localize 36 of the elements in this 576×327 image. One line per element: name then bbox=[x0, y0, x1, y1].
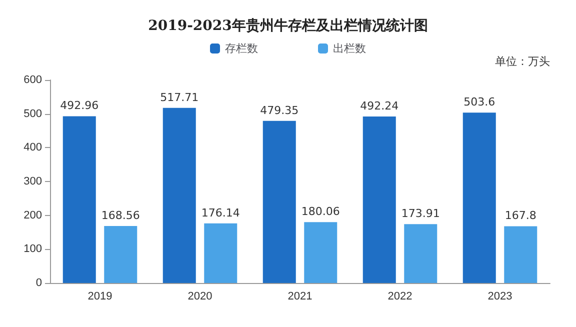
y-tick-label: 600 bbox=[24, 74, 42, 86]
bar bbox=[304, 222, 338, 283]
y-tick-label: 500 bbox=[24, 108, 42, 120]
data-label: 517.71 bbox=[160, 90, 199, 104]
legend-label: 存栏数 bbox=[225, 42, 258, 55]
bar bbox=[404, 224, 438, 283]
data-label: 492.24 bbox=[360, 99, 399, 112]
data-label: 173.91 bbox=[401, 207, 440, 220]
data-label: 167.8 bbox=[504, 209, 536, 222]
bar bbox=[462, 112, 496, 283]
y-tick-label: 200 bbox=[24, 209, 42, 222]
data-label: 180.06 bbox=[301, 205, 340, 218]
y-tick-label: 0 bbox=[36, 277, 42, 289]
data-label: 176.14 bbox=[201, 206, 240, 220]
y-tick-label: 300 bbox=[24, 176, 42, 188]
bar bbox=[62, 116, 96, 283]
bar bbox=[204, 223, 238, 283]
data-label: 168.56 bbox=[101, 208, 140, 222]
bar bbox=[362, 116, 396, 283]
text: 单位：万头 bbox=[495, 55, 550, 68]
chart-title: 2019-2023年贵州牛存栏及出栏情况统计图 bbox=[148, 17, 428, 34]
data-label: 503.6 bbox=[464, 96, 496, 109]
x-tick-label: 2023 bbox=[488, 290, 512, 302]
y-tick-label: 400 bbox=[24, 142, 42, 154]
data-label: 479.35 bbox=[260, 104, 299, 117]
x-tick-label: 2020 bbox=[188, 290, 212, 302]
data-label: 492.96 bbox=[60, 99, 99, 112]
y-tick-label: 100 bbox=[24, 243, 42, 256]
bar bbox=[262, 120, 296, 283]
bar bbox=[162, 108, 196, 283]
x-tick-label: 2022 bbox=[388, 290, 412, 302]
x-tick-label: 2021 bbox=[288, 290, 312, 302]
bar bbox=[504, 226, 538, 283]
legend-label: 出栏数 bbox=[333, 42, 366, 55]
bar bbox=[104, 226, 138, 283]
x-tick-label: 2019 bbox=[88, 290, 112, 302]
